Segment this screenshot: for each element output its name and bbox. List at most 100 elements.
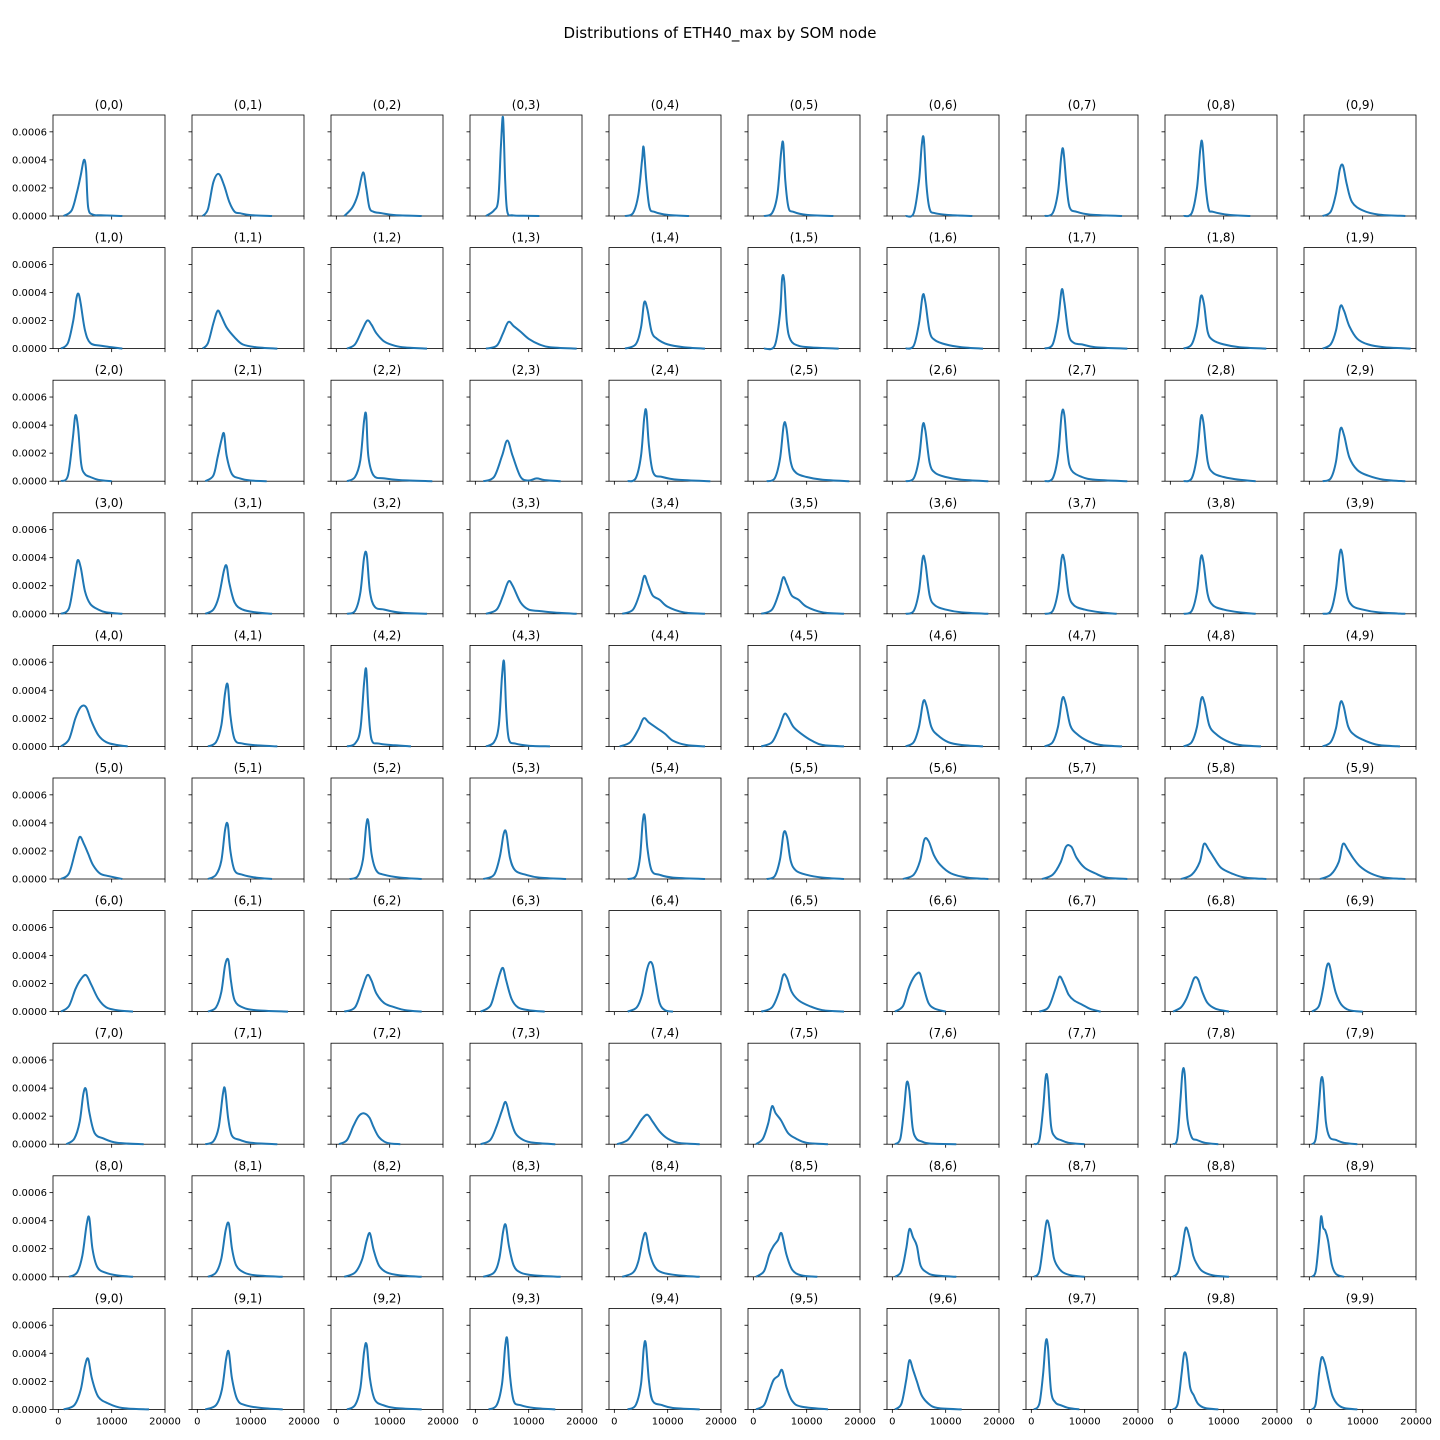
density-line xyxy=(60,413,112,483)
panel-8-3: (8,3) xyxy=(466,1159,583,1281)
panel-frame xyxy=(191,1308,305,1410)
x-tick-label: 20000 xyxy=(427,1416,459,1427)
panel-9-6: (9,6) 0 10000 20000 xyxy=(883,1291,1015,1427)
x-tick-label: 20000 xyxy=(1122,1416,1154,1427)
density-line xyxy=(482,829,567,880)
panel-6-7: (6,7) xyxy=(1022,894,1139,1016)
panel-1-7: (1,7) xyxy=(1022,231,1139,353)
panel-frame xyxy=(1303,114,1417,217)
panel-title: (9,6) xyxy=(929,1291,957,1305)
density-line xyxy=(1183,294,1267,350)
panel-3-3: (3,3) xyxy=(466,496,583,618)
panel-frame xyxy=(886,777,1000,880)
panel-9-9: (9,9) 0 10000 20000 xyxy=(1300,1291,1432,1427)
panel-1-0: (1,0) 0.0000 0.0002 0.0004 0.0006 xyxy=(12,231,166,355)
panel-frame xyxy=(747,247,861,350)
density-line xyxy=(766,830,845,880)
panel-title: (5,7) xyxy=(1068,761,1096,775)
y-tick-label: 0.0004 xyxy=(12,818,47,829)
density-line xyxy=(68,1215,134,1278)
panel-frame xyxy=(330,114,444,217)
panel-frame xyxy=(608,910,722,1012)
density-line xyxy=(905,699,984,748)
density-line xyxy=(60,973,134,1013)
panel-title: (6,9) xyxy=(1346,894,1374,908)
density-line xyxy=(1322,426,1406,483)
density-line xyxy=(902,837,989,880)
panel-frame xyxy=(608,512,722,615)
density-line xyxy=(349,818,422,880)
y-tick-label: 0.0002 xyxy=(12,846,47,857)
panel-0-7: (0,7) xyxy=(1022,98,1139,220)
y-tick-label: 0.0002 xyxy=(12,1244,47,1255)
panel-frame xyxy=(330,777,444,880)
panel-frame xyxy=(747,910,861,1012)
panel-3-4: (3,4) xyxy=(605,496,722,618)
y-tick-label: 0.0004 xyxy=(12,1216,47,1227)
panel-title: (8,6) xyxy=(929,1159,957,1173)
panel-6-4: (6,4) xyxy=(605,894,722,1016)
panel-2-6: (2,6) xyxy=(883,363,1000,485)
y-tick-label: 0.0002 xyxy=(12,1377,47,1388)
panel-frame xyxy=(52,512,166,615)
panel-title: (6,8) xyxy=(1207,894,1235,908)
y-tick-label: 0.0006 xyxy=(12,525,47,536)
panel-title: (5,4) xyxy=(651,761,679,775)
panel-frame xyxy=(1164,1308,1278,1410)
panel-frame xyxy=(52,777,166,880)
density-line xyxy=(343,171,422,217)
panel-frame xyxy=(52,247,166,350)
panel-frame xyxy=(191,645,305,747)
x-tick-label: 20000 xyxy=(288,1416,320,1427)
panel-title: (5,6) xyxy=(929,761,957,775)
panel-title: (2,8) xyxy=(1207,363,1235,377)
panel-frame xyxy=(1303,1175,1417,1278)
panel-title: (0,1) xyxy=(234,98,262,112)
panel-title: (8,0) xyxy=(95,1159,123,1173)
density-line xyxy=(627,1340,700,1411)
density-line xyxy=(60,559,123,615)
density-line xyxy=(894,1359,962,1411)
panel-title: (3,7) xyxy=(1068,496,1096,510)
panel-4-7: (4,7) xyxy=(1022,628,1139,750)
panel-title: (8,7) xyxy=(1068,1159,1096,1173)
density-line xyxy=(201,172,273,217)
panel-7-7: (7,7) xyxy=(1022,1026,1139,1148)
panel-frame xyxy=(747,1175,861,1278)
density-line xyxy=(60,704,128,748)
panel-5-7: (5,7) xyxy=(1022,761,1139,883)
panel-title: (6,6) xyxy=(929,894,957,908)
density-line xyxy=(760,973,845,1013)
panel-title: (1,7) xyxy=(1068,231,1096,245)
x-tick-label: 0 xyxy=(750,1416,756,1427)
y-tick-label: 0.0000 xyxy=(12,742,47,753)
panel-title: (3,1) xyxy=(234,496,262,510)
panel-title: (7,3) xyxy=(512,1026,540,1040)
density-line xyxy=(1311,1215,1345,1278)
panel-frame xyxy=(1025,910,1139,1012)
panel-frame xyxy=(608,379,722,482)
panel-title: (4,6) xyxy=(929,628,957,642)
x-tick-label: 10000 xyxy=(235,1416,267,1427)
density-line xyxy=(894,971,946,1013)
density-line xyxy=(482,1223,561,1278)
panel-title: (5,5) xyxy=(790,761,818,775)
density-line xyxy=(1180,842,1267,880)
density-line xyxy=(204,564,273,615)
panel-frame xyxy=(330,910,444,1012)
panel-5-4: (5,4) xyxy=(605,761,722,883)
panel-title: (1,5) xyxy=(790,231,818,245)
y-tick-label: 0.0000 xyxy=(12,344,47,355)
panel-6-9: (6,9) xyxy=(1300,894,1417,1016)
density-line xyxy=(763,140,834,217)
density-line xyxy=(1044,553,1117,615)
panel-title: (9,4) xyxy=(651,1291,679,1305)
panel-3-8: (3,8) xyxy=(1161,496,1278,618)
panel-0-2: (0,2) xyxy=(327,98,444,220)
panel-frame xyxy=(1025,777,1139,880)
panel-8-4: (8,4) xyxy=(605,1159,722,1281)
density-line xyxy=(60,292,123,350)
panel-5-8: (5,8) xyxy=(1161,761,1278,883)
density-line xyxy=(1044,408,1128,483)
